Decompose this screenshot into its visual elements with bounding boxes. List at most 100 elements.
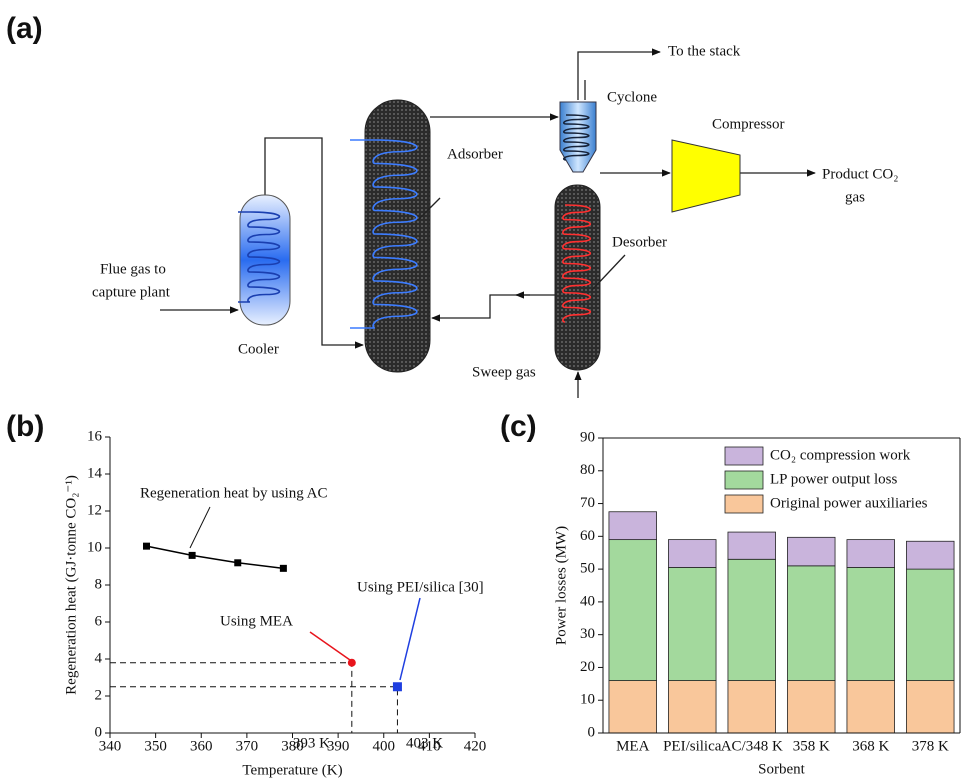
bar-segment <box>787 565 836 681</box>
label: gas <box>845 189 865 205</box>
y-tick-label: 40 <box>580 593 595 609</box>
x-tick-label: 358 K <box>793 738 830 754</box>
label: Cooler <box>238 341 279 357</box>
x-tick-label: 350 <box>144 738 167 754</box>
bar-segment <box>906 568 955 681</box>
coil <box>238 211 281 303</box>
leader <box>417 197 441 221</box>
x-tick-label: 368 K <box>852 738 889 754</box>
label: Product CO₂ <box>822 166 898 182</box>
y-axis-label: Regeneration heat (GJ·tonne CO₂⁻¹) <box>63 475 79 695</box>
y-tick-label: 0 <box>588 724 596 740</box>
label: Compressor <box>712 116 785 132</box>
leader <box>189 506 211 549</box>
annotation: 393 K <box>293 735 330 751</box>
y-tick-label: 12 <box>87 502 102 518</box>
x-tick-label: 390 <box>327 738 350 754</box>
guide-line <box>110 662 353 733</box>
panel-label: (c) <box>500 410 537 443</box>
y-tick-label: 50 <box>580 561 595 577</box>
y-tick-label: 6 <box>95 613 103 629</box>
y-tick-label: 4 <box>95 650 103 666</box>
marker <box>143 542 150 550</box>
bar-segment <box>668 680 717 734</box>
desorber <box>554 184 601 371</box>
legend-label: Original power auxiliaries <box>770 495 928 511</box>
bar-segment <box>608 539 657 681</box>
leader <box>399 597 421 681</box>
label: Sweep gas <box>472 364 536 380</box>
bar-segment <box>668 539 717 568</box>
x-tick-label: PEI/silica <box>663 738 722 754</box>
annotation: Using MEA <box>220 613 293 629</box>
y-tick-label: 80 <box>580 462 595 478</box>
x-tick-label: 410 <box>418 738 441 754</box>
label: Adsorber <box>447 146 503 162</box>
bar-segment <box>608 680 657 734</box>
compressor <box>671 139 741 213</box>
bar-segment <box>727 531 776 560</box>
label: capture plant <box>92 284 171 300</box>
legend-label: LP power output loss <box>770 471 898 487</box>
x-tick-label: AC/348 K <box>721 738 783 754</box>
y-tick-label: 2 <box>95 687 103 703</box>
bar-segment <box>906 540 955 570</box>
leader <box>309 631 351 661</box>
y-tick-label: 16 <box>87 428 103 444</box>
x-tick-label: 378 K <box>912 738 949 754</box>
annotation: Using PEI/silica [30] <box>357 579 484 595</box>
cooler <box>239 194 291 326</box>
marker <box>279 564 287 572</box>
process-diagram: To the stack Cyclone Compressor Product … <box>92 43 898 398</box>
marker <box>392 682 402 692</box>
annotation: 403 K <box>406 735 443 751</box>
marker <box>234 559 242 567</box>
legend-swatch <box>724 470 764 490</box>
legend-swatch <box>724 494 764 514</box>
pipe <box>577 48 661 100</box>
y-tick-label: 90 <box>580 429 595 445</box>
x-tick-label: 340 <box>99 738 122 754</box>
label: Cyclone <box>607 89 657 105</box>
label: Desorber <box>612 234 667 250</box>
x-tick-label: 380 <box>281 738 304 754</box>
label: To the stack <box>668 43 741 59</box>
bar-segment <box>846 567 895 681</box>
x-tick-label: 420 <box>464 738 487 754</box>
marker <box>347 658 356 667</box>
y-tick-label: 30 <box>580 626 595 642</box>
x-tick-label: MEA <box>616 738 650 754</box>
y-tick-label: 8 <box>95 576 103 592</box>
y-tick-label: 60 <box>580 528 595 544</box>
leader <box>591 254 626 291</box>
bar-segment <box>906 680 955 734</box>
bar-segment <box>787 536 836 567</box>
y-tick-label: 20 <box>580 659 595 675</box>
bar-segment <box>787 680 836 734</box>
y-axis-label: Power losses (MW) <box>553 526 569 645</box>
y-tick-label: 14 <box>87 465 103 481</box>
annotation: Regeneration heat by using AC <box>140 485 327 501</box>
bar-segment <box>608 511 657 541</box>
guide-line <box>110 686 398 733</box>
bar-segment <box>846 680 895 734</box>
y-tick-label: 0 <box>95 724 103 740</box>
bar-segment <box>846 539 895 568</box>
bar-segment <box>727 680 776 734</box>
legend-swatch <box>724 446 764 466</box>
legend-label: CO₂ compression work <box>770 447 911 463</box>
y-tick-label: 10 <box>87 539 102 555</box>
marker <box>188 551 196 559</box>
pipe <box>431 294 555 322</box>
bar-segment <box>727 558 776 681</box>
coil <box>562 204 591 323</box>
coil <box>563 114 590 161</box>
pipe <box>264 137 364 349</box>
panel-label: (a) <box>6 12 43 45</box>
label: Flue gas to <box>100 261 166 277</box>
panel-label: (b) <box>6 410 44 443</box>
x-tick-label: 360 <box>190 738 213 754</box>
data-line <box>146 545 284 570</box>
